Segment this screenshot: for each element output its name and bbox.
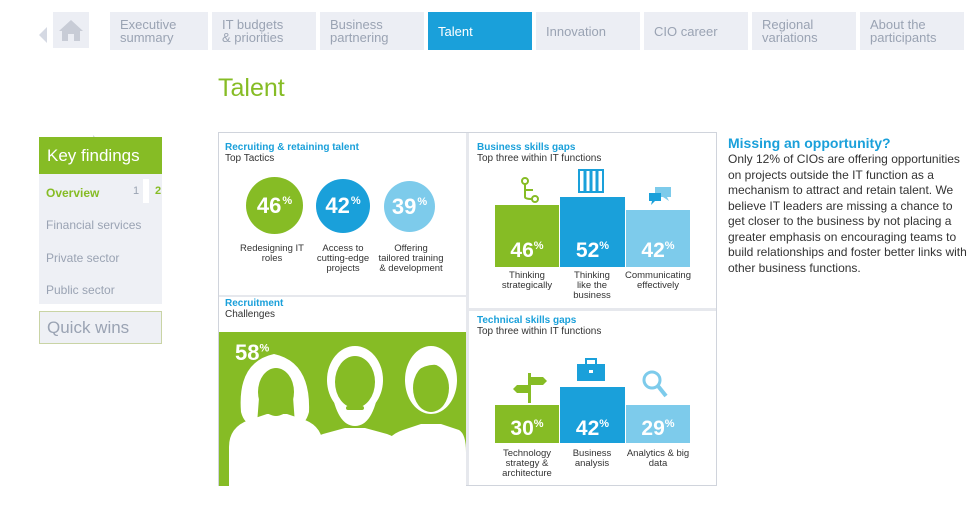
technical-gap-bar: 30%	[495, 405, 559, 443]
business-gap-label: Thinking strategically	[501, 270, 553, 291]
sidebar: Key findings Overview 1 2 Financial serv…	[39, 137, 162, 344]
people-illustration-icon	[229, 346, 466, 486]
business-gap-bar: 46%	[495, 205, 559, 267]
page-title: Talent	[218, 74, 285, 102]
section-tabs: Executive summary IT budgets & priorities …	[110, 12, 964, 50]
signpost-icon	[513, 373, 547, 403]
recruitment-percentage: 58%	[235, 340, 270, 365]
tab-executive-summary[interactable]: Executive summary	[110, 12, 208, 50]
tab-about-participants[interactable]: About the participants	[860, 12, 964, 50]
chat-icon	[649, 187, 671, 205]
technical-gaps-title: Technical skills gaps	[477, 315, 577, 326]
business-gap-bar: 42%	[626, 210, 690, 267]
technical-gap-bar: 42%	[560, 387, 625, 443]
recruitment-people-panel: 58% Experiencing problems recruiting IT s…	[219, 332, 466, 486]
abacus-icon	[578, 169, 604, 193]
talent-infographic: Recruiting & retaining talent Top Tactic…	[218, 132, 717, 486]
panel-divider	[466, 133, 469, 485]
tactic-circle: 42%	[316, 179, 370, 233]
technical-gap-label: Analytics & big data	[626, 448, 690, 469]
recruitment-caption: Experiencing problems recruiting IT staff	[293, 454, 395, 476]
tab-regional-variations[interactable]: Regional variations	[752, 12, 856, 50]
briefcase-icon	[577, 358, 605, 381]
panel-divider	[469, 308, 716, 311]
business-gap-label: Thinking like the business	[573, 270, 611, 301]
business-gaps-title: Business skills gaps	[477, 142, 576, 153]
pager-page-2[interactable]: 2	[155, 185, 162, 197]
sidebar-menu: Overview 1 2 Financial services Private …	[39, 174, 162, 304]
sidebar-heading: Key findings	[39, 137, 162, 174]
panel-divider	[219, 295, 466, 297]
pager-page-1[interactable]: 1	[133, 185, 140, 197]
recruitment-subtitle: Challenges	[225, 309, 276, 320]
sidebar-item-private-sector[interactable]: Private sector	[46, 251, 120, 265]
recruiting-subtitle: Top Tactics	[225, 153, 275, 164]
insight-body: Only 12% of CIOs are offering opportunit…	[728, 152, 967, 275]
sidebar-item-financial-services[interactable]: Financial services	[46, 218, 142, 232]
magnifier-icon	[642, 370, 668, 398]
tactic-circle: 39%	[384, 181, 435, 232]
home-icon[interactable]	[53, 12, 89, 48]
technical-gap-label: Business analysis	[572, 448, 612, 469]
technical-gap-label: Technology strategy & architecture	[502, 448, 552, 479]
insight-panel: Missing an opportunity? Only 12% of CIOs…	[728, 135, 968, 276]
tab-business-partnering[interactable]: Business partnering	[320, 12, 424, 50]
pager-divider	[143, 179, 149, 203]
technical-gaps-subtitle: Top three within IT functions	[477, 326, 602, 337]
tactic-label: Redesigning IT roles	[240, 243, 304, 264]
business-gap-bar: 52%	[560, 197, 625, 267]
business-gaps-subtitle: Top three within IT functions	[477, 153, 602, 164]
tab-it-budgets[interactable]: IT budgets & priorities	[212, 12, 316, 50]
sidebar-item-overview[interactable]: Overview	[46, 186, 100, 200]
nav-prev-arrow-icon[interactable]	[39, 27, 47, 43]
quick-wins-button[interactable]: Quick wins	[39, 311, 162, 344]
insight-heading: Missing an opportunity?	[728, 135, 891, 151]
branch-icon	[521, 177, 539, 203]
recruiting-title: Recruiting & retaining talent	[225, 142, 359, 153]
business-gap-label: Communicating effectively	[625, 270, 691, 291]
tab-cio-career[interactable]: CIO career	[644, 12, 748, 50]
sidebar-item-public-sector[interactable]: Public sector	[46, 283, 115, 297]
technical-gap-bar: 29%	[626, 405, 690, 443]
recruitment-title: Recruitment	[225, 298, 284, 309]
tab-innovation[interactable]: Innovation	[536, 12, 640, 50]
tactic-circle: 46%	[246, 177, 303, 234]
tactic-label: Access to cutting-edge projects	[316, 243, 370, 274]
tactic-label: Offering tailored training & development	[378, 243, 444, 274]
tab-talent[interactable]: Talent	[428, 12, 532, 50]
